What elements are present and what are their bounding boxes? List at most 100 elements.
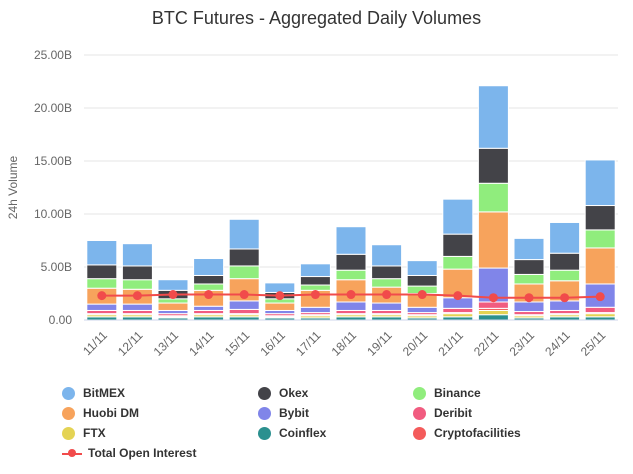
y-tick-label: 10.00B [34,207,72,221]
open-interest-point [239,290,249,300]
bar-segment [193,283,225,291]
legend-label: Total Open Interest [88,446,197,460]
legend-swatch [258,406,271,420]
bar-segment [406,306,438,314]
legend-label: Okex [279,386,309,400]
x-tick-label: 17/11 [293,328,324,359]
legend-label: Deribit [434,406,473,420]
legend-item[interactable]: FTX [62,424,106,442]
bar-segment [477,182,509,213]
open-interest-point [382,290,392,300]
x-tick-label: 24/11 [542,328,573,359]
legend-item[interactable]: Deribit [413,404,472,422]
bar-segment [193,274,225,285]
bar-segment [228,248,260,267]
bar-segment [86,240,118,266]
x-tick-label: 19/11 [364,328,395,359]
x-tick-label: 12/11 [115,328,146,359]
bar-segment [584,306,616,314]
legend-item[interactable]: Bybit [258,404,309,422]
legend-swatch [413,426,426,440]
x-tick-label: 14/11 [186,328,217,359]
bar-segment [299,306,331,314]
open-interest-point [204,290,214,300]
legend-label: Huobi DM [83,406,139,420]
bar-segment [549,300,581,311]
bar-segment [442,307,474,314]
bar-segment [549,269,581,282]
legend-item[interactable]: Coinflex [258,424,326,442]
open-interest-point [132,291,142,301]
bar-segment [513,237,545,261]
bar-segment [442,198,474,235]
legend-item[interactable]: BitMEX [62,384,125,402]
legend-item[interactable]: Okex [258,384,308,402]
legend-label: Coinflex [279,426,327,440]
open-interest-point [346,290,356,300]
legend-item[interactable]: Total Open Interest [62,444,196,462]
bar-segment [264,282,296,293]
bar-segment [371,278,403,288]
x-tick-label: 20/11 [400,328,431,359]
y-axis-label: 24h Volume [6,155,20,219]
bar-segment [584,159,616,207]
y-tick-label: 25.00B [34,48,72,62]
bar-segment [406,274,438,287]
legend-swatch [258,426,271,440]
bar-segment [584,229,616,249]
bar-segment [549,252,581,271]
legend-label: BitMEX [83,386,125,400]
bar-segment [299,263,331,278]
x-tick-label: 11/11 [80,328,110,358]
x-tick-label: 15/11 [222,328,253,359]
bar-segment [371,244,403,267]
bar-segment [584,247,616,285]
bar-segment [335,269,367,281]
open-interest-point [168,290,178,300]
bar-segment [477,147,509,184]
bar-segment [228,265,260,280]
legend-label: Cryptofacilities [434,426,521,440]
bar-segment [157,302,189,311]
bar-segment [513,273,545,285]
bar-segment [442,233,474,257]
chart-title: BTC Futures - Aggregated Daily Volumes [151,8,482,28]
legend-swatch [413,386,426,400]
chart-plot: 0.00 5.00B 10.00B 15.00B 20.00B 25.00B 24h Vol… [6,48,618,359]
bar-segment [228,308,260,315]
x-tick-label: 21/11 [435,328,466,359]
bar-segment [335,301,367,311]
bar-segment [477,309,509,316]
bar-segment [335,253,367,271]
legend-swatch [62,406,75,420]
open-interest-point [453,291,463,301]
y-tick-label: 0.00 [49,313,73,327]
legend-label: Binance [434,386,481,400]
legend-line-marker [62,447,82,460]
x-tick-label: 18/11 [329,328,360,359]
bar-segment [513,259,545,275]
bar-segment [442,255,474,270]
open-interest-point [97,291,107,301]
x-tick-label: 16/11 [257,328,288,359]
bar-segment [335,226,367,255]
bar-segment [477,301,509,309]
bar-segment [121,279,153,290]
bar-segment [228,300,260,310]
bar-segment [157,298,189,304]
legend-item[interactable]: Huobi DM [62,404,139,422]
legend-swatch [413,406,426,420]
bar-segment [157,279,189,291]
y-tick-label: 15.00B [34,154,72,168]
legend-swatch [62,386,75,400]
legend-item[interactable]: Binance [413,384,481,402]
open-interest-point [310,290,320,300]
bar-segment [193,258,225,276]
legend-swatch [258,386,271,400]
legend-swatch [62,426,75,440]
bar-segment [477,85,509,149]
bar-segment [86,264,118,280]
bar-segment [264,302,296,311]
legend-item[interactable]: Cryptofacilities [413,424,521,442]
bar-segment [477,211,509,269]
